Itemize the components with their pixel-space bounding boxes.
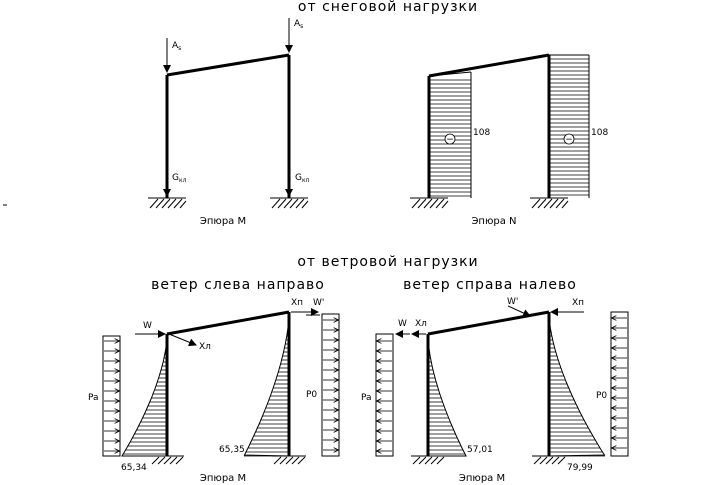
- force-arrow: [168, 333, 197, 347]
- snow-load-title: от снеговой нагрузки: [298, 0, 478, 15]
- support-ground: [148, 197, 187, 209]
- wind-pressure-block: [610, 311, 629, 457]
- force-label: As: [172, 41, 181, 52]
- moment-value-left: 65,34: [121, 463, 147, 473]
- wind-suction-arrows: [377, 341, 392, 451]
- moment-value-right: 65,35: [219, 445, 245, 455]
- moment-fill: [121, 335, 168, 457]
- moment-diagram-caption: Эпюра М: [200, 473, 246, 484]
- normal-force-value-left: 108: [473, 128, 490, 138]
- wind-suction-block: [375, 333, 394, 457]
- moment-diagram-caption: Эпюра М: [200, 216, 246, 227]
- moment-diagram-caption: Эпюра М: [459, 473, 505, 484]
- wind-pressure-arrows: [104, 341, 119, 451]
- moment-fill: [548, 313, 606, 457]
- support-ground: [270, 197, 309, 209]
- force-label: Gкп: [295, 173, 310, 184]
- wind-right-case-title: ветер справа налево: [403, 277, 577, 293]
- support-ground: [532, 455, 566, 465]
- support-ground: [530, 197, 569, 209]
- wind-suction-block: [321, 313, 340, 457]
- wind-pressure-arrows: [612, 318, 627, 448]
- support-ground: [411, 455, 445, 465]
- wind-left-case-title: ветер слева направо: [151, 277, 325, 293]
- pa-label: Pa: [88, 393, 99, 403]
- force-label: As: [294, 19, 303, 30]
- wind-right-to-left-diagram: Pa P0 W Xл Xп W' 57,01 79,99 Эпюра М: [361, 297, 629, 484]
- normal-force-diagram-caption: Эпюра N: [471, 216, 516, 227]
- moment-fill: [243, 313, 290, 457]
- sign-circle: [444, 133, 456, 145]
- normal-force-value-right: 108: [591, 128, 608, 138]
- xp-label: Xп: [572, 298, 584, 308]
- normal-force-fill: [429, 79, 471, 197]
- snow-normal-force-diagram: − − 108 108 Эпюра N: [410, 53, 608, 227]
- w-label: W: [143, 321, 152, 331]
- wprime-label: W': [313, 298, 324, 308]
- normal-force-fill: [549, 58, 589, 196]
- force-label: Gкл: [172, 173, 187, 184]
- support-ground: [410, 197, 449, 209]
- po-label: P0: [596, 391, 607, 401]
- xp-label: Xп: [291, 298, 303, 308]
- xl-label: Xл: [415, 319, 427, 329]
- wind-left-to-right-diagram: Pa P0 W Xл Xп W' 65,34 65,35 Эпюра М: [88, 298, 340, 484]
- wind-pressure-block: [102, 335, 121, 457]
- minus-sign: −: [446, 135, 454, 145]
- snow-moment-frame: As As Gкл Gкп Эпюра М: [148, 18, 310, 227]
- w-label: W: [398, 319, 407, 329]
- sign-circle: [563, 133, 575, 145]
- moment-value-left: 57,01: [467, 445, 493, 455]
- force-arrow: [507, 305, 531, 317]
- minus-sign: −: [565, 135, 573, 145]
- moment-fill: [427, 335, 467, 457]
- pa-label: Pa: [361, 393, 372, 403]
- xl-label: Xл: [199, 342, 211, 352]
- po-label: P0: [306, 390, 317, 400]
- wind-load-title: от ветровой нагрузки: [297, 254, 478, 270]
- support-ground: [272, 455, 306, 465]
- wprime-label: W': [507, 297, 518, 307]
- wind-suction-arrows: [323, 320, 338, 450]
- support-ground: [150, 455, 184, 465]
- moment-value-right: 79,99: [567, 463, 593, 473]
